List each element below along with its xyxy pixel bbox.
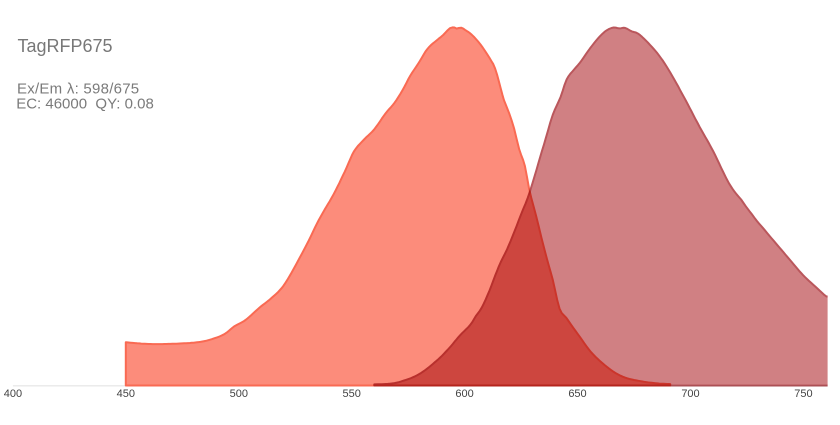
svg-text:EC: 46000 QY: 0.08: EC: 46000 QY: 0.08 <box>16 96 154 113</box>
svg-text:750: 750 <box>794 388 812 400</box>
svg-text:550: 550 <box>343 388 361 400</box>
svg-text:500: 500 <box>230 388 248 400</box>
svg-text:TagRFP675: TagRFP675 <box>18 36 113 56</box>
svg-text:600: 600 <box>455 388 473 400</box>
svg-text:400: 400 <box>4 388 22 400</box>
svg-text:700: 700 <box>681 388 699 400</box>
svg-text:450: 450 <box>117 388 135 400</box>
svg-text:650: 650 <box>568 388 586 400</box>
svg-text:Ex/Em λ: 598/675: Ex/Em λ: 598/675 <box>17 80 139 97</box>
